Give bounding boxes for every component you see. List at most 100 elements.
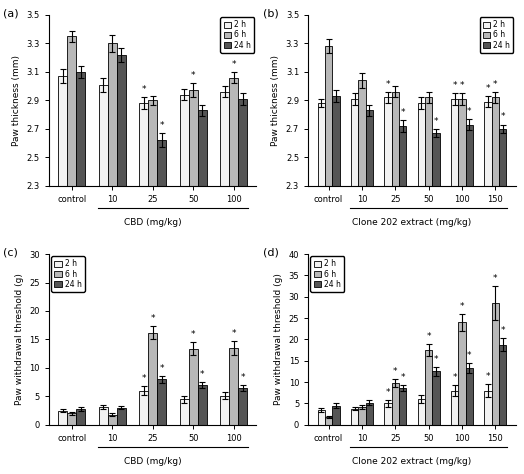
Legend: 2 h, 6 h, 24 h: 2 h, 6 h, 24 h <box>310 256 344 292</box>
Text: *: * <box>393 366 398 375</box>
Bar <box>399 388 406 425</box>
Bar <box>484 102 492 474</box>
Bar <box>99 85 108 474</box>
Bar <box>220 92 229 474</box>
Bar <box>451 99 458 474</box>
Bar <box>351 409 358 425</box>
Text: (b): (b) <box>263 8 278 18</box>
Text: *: * <box>467 351 472 360</box>
Bar <box>189 91 198 474</box>
X-axis label: Clone 202 extract (mg/kg): Clone 202 extract (mg/kg) <box>352 456 472 465</box>
Y-axis label: Paw withdrawal threshold (g): Paw withdrawal threshold (g) <box>15 273 24 405</box>
Bar <box>318 103 325 474</box>
Text: *: * <box>141 374 146 383</box>
Bar <box>76 409 85 425</box>
Text: *: * <box>232 60 236 69</box>
Bar <box>99 407 108 425</box>
Bar <box>148 100 157 474</box>
Y-axis label: Paw thickness (mm): Paw thickness (mm) <box>271 55 280 146</box>
Bar <box>108 414 117 425</box>
Bar <box>198 110 206 474</box>
Text: *: * <box>427 332 431 341</box>
Text: *: * <box>191 71 195 80</box>
Text: *: * <box>486 84 490 93</box>
Bar <box>318 410 325 425</box>
Bar <box>432 372 440 425</box>
Text: *: * <box>500 326 505 335</box>
Bar <box>180 95 189 474</box>
Bar <box>157 379 166 425</box>
Bar <box>384 403 391 425</box>
Text: *: * <box>191 329 195 338</box>
Y-axis label: Paw thickness (mm): Paw thickness (mm) <box>12 55 21 146</box>
Text: *: * <box>400 373 405 382</box>
Text: *: * <box>141 85 146 94</box>
Bar <box>358 81 366 474</box>
Bar <box>418 103 425 474</box>
Bar <box>484 391 492 425</box>
Bar <box>189 348 198 425</box>
Bar <box>458 99 466 474</box>
Bar <box>425 98 432 474</box>
Bar <box>492 303 499 425</box>
Bar <box>180 399 189 425</box>
Bar <box>499 345 506 425</box>
Bar <box>358 407 366 425</box>
Text: *: * <box>434 355 438 364</box>
Text: *: * <box>386 80 390 89</box>
Bar <box>76 72 85 474</box>
Bar <box>67 36 76 474</box>
Text: *: * <box>159 121 164 130</box>
Text: *: * <box>452 81 457 90</box>
Text: (d): (d) <box>263 247 278 257</box>
Text: *: * <box>460 302 464 311</box>
Bar <box>157 140 166 474</box>
Text: *: * <box>434 117 438 126</box>
Text: *: * <box>452 374 457 383</box>
Text: *: * <box>460 81 464 90</box>
Bar <box>332 96 340 474</box>
Bar <box>139 391 148 425</box>
Bar <box>238 388 247 425</box>
Text: *: * <box>150 314 155 323</box>
Bar <box>198 385 206 425</box>
Legend: 2 h, 6 h, 24 h: 2 h, 6 h, 24 h <box>51 256 85 292</box>
Text: *: * <box>467 107 472 116</box>
Bar <box>425 350 432 425</box>
X-axis label: CBD (mg/kg): CBD (mg/kg) <box>124 218 181 227</box>
Legend: 2 h, 6 h, 24 h: 2 h, 6 h, 24 h <box>479 17 514 53</box>
Bar <box>451 391 458 425</box>
Bar <box>67 413 76 425</box>
Bar <box>325 46 332 474</box>
Text: *: * <box>400 108 405 117</box>
Bar <box>325 417 332 425</box>
Bar <box>432 133 440 474</box>
Text: (a): (a) <box>3 8 19 18</box>
Text: *: * <box>493 80 497 89</box>
Text: *: * <box>493 274 497 283</box>
Bar <box>148 333 157 425</box>
Bar <box>399 126 406 474</box>
Bar <box>117 55 126 474</box>
Bar <box>384 98 391 474</box>
Text: (c): (c) <box>3 247 18 257</box>
Text: *: * <box>500 112 505 121</box>
Bar <box>492 98 499 474</box>
X-axis label: Clone 202 extract (mg/kg): Clone 202 extract (mg/kg) <box>352 218 472 227</box>
Bar <box>332 406 340 425</box>
Bar <box>229 78 238 474</box>
Bar <box>366 110 373 474</box>
Bar <box>351 99 358 474</box>
Bar <box>238 99 247 474</box>
Bar <box>108 44 117 474</box>
X-axis label: CBD (mg/kg): CBD (mg/kg) <box>124 456 181 465</box>
Text: *: * <box>200 370 204 379</box>
Bar <box>466 368 473 425</box>
Bar <box>117 408 126 425</box>
Bar <box>391 92 399 474</box>
Text: *: * <box>159 364 164 373</box>
Text: *: * <box>486 372 490 381</box>
Bar <box>499 129 506 474</box>
Text: *: * <box>386 388 390 397</box>
Y-axis label: Paw withdrawal threshold (g): Paw withdrawal threshold (g) <box>274 273 283 405</box>
